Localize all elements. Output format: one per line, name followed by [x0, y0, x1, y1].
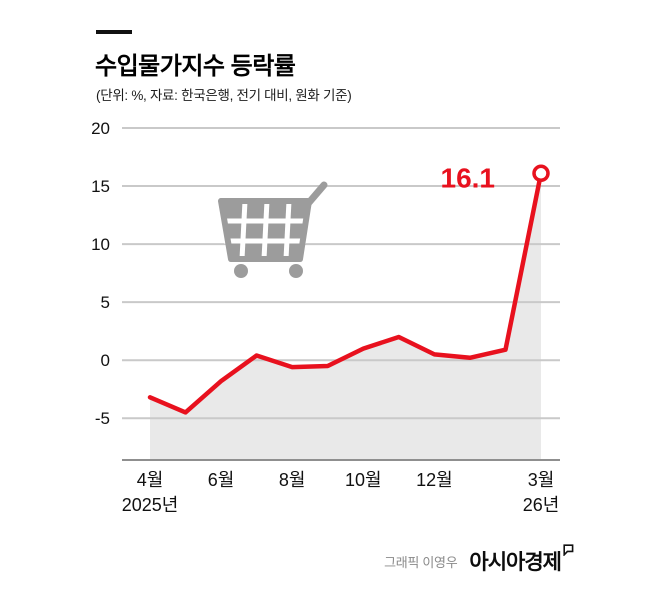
y-tick-label: 0: [101, 351, 110, 370]
cart-wheel: [234, 264, 248, 278]
y-tick-label: -5: [95, 409, 110, 428]
last-value-label: 16.1: [441, 162, 496, 193]
last-point-marker: [532, 164, 550, 183]
price-line: [147, 171, 544, 415]
x-year-label: 2025년: [122, 495, 179, 515]
cart-grid-line: [239, 200, 248, 260]
cart-grid-line: [261, 200, 270, 260]
cart-grid-line: [283, 200, 292, 260]
cart-wheel: [289, 264, 303, 278]
x-tick-label: 6월: [208, 470, 235, 490]
x-year-label: 26년: [523, 495, 560, 515]
x-tick-label: 10월: [345, 470, 382, 490]
chart-subtitle: (단위: %, 자료: 한국은행, 전기 대비, 원화 기준): [96, 88, 352, 103]
y-tick-label: 5: [101, 293, 110, 312]
speech-bubble-icon: [563, 544, 574, 556]
y-tick-label: 20: [91, 119, 110, 138]
line-chart: 20 15 10 5 0 -5 4월 2025년 6월 8월 10월 12월 3월 26년 16.1: [91, 119, 560, 515]
shopping-cart-icon: [218, 181, 328, 278]
x-tick-label: 4월: [137, 470, 164, 490]
credit-text: 그래픽 이영우: [384, 554, 458, 570]
area-fill: [150, 173, 541, 461]
brand-logo: 아시아경제: [469, 544, 574, 576]
x-tick-label: 3월: [528, 470, 555, 490]
y-tick-label: 10: [91, 235, 110, 254]
brand-text: 아시아경제: [469, 551, 562, 574]
y-tick-label: 15: [91, 177, 110, 196]
footer: 그래픽 이영우 아시아경제: [384, 544, 574, 576]
x-tick-label: 12월: [416, 470, 453, 490]
chart-title: 수입물가지수 등락률: [95, 53, 296, 80]
cart-basket-border: [218, 198, 312, 262]
x-tick-label: 8월: [279, 470, 306, 490]
title-accent-bar: [96, 30, 132, 34]
